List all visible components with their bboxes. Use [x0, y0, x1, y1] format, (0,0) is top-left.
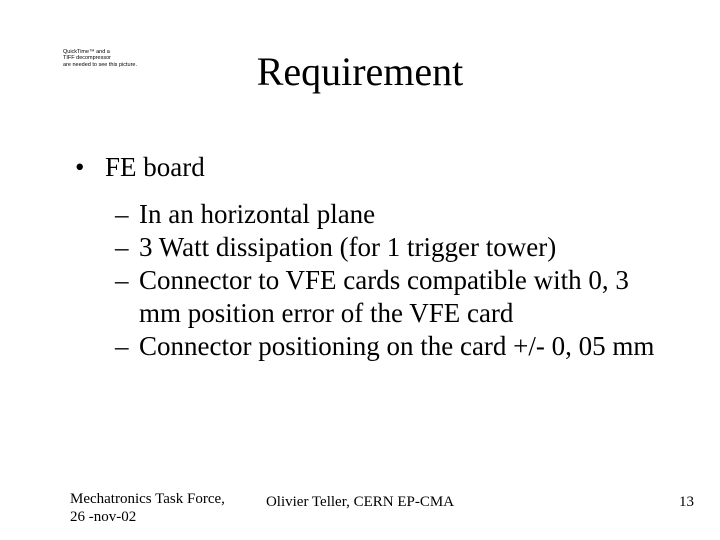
bullet-level-2: – Connector positioning on the card +/- …: [75, 330, 675, 363]
footer-page-number: 13: [679, 494, 694, 511]
dash-marker: –: [115, 198, 139, 231]
dash-marker: –: [115, 231, 139, 264]
bullet-text: Connector positioning on the card +/- 0,…: [139, 330, 654, 363]
bullet-level-2: – In an horizontal plane: [75, 198, 675, 231]
bullet-text: Connector to VFE cards compatible with 0…: [139, 264, 675, 330]
dash-marker: –: [115, 264, 139, 330]
bullet-level-2: – Connector to VFE cards compatible with…: [75, 264, 675, 330]
footer-center: Olivier Teller, CERN EP-CMA: [0, 494, 720, 511]
bullet-level-1: • FE board: [75, 151, 675, 184]
bullet-text: In an horizontal plane: [139, 198, 375, 231]
bullet-marker: •: [75, 151, 105, 184]
bullet-level-2: – 3 Watt dissipation (for 1 trigger towe…: [75, 231, 675, 264]
dash-marker: –: [115, 330, 139, 363]
slide: QuickTime™ and a TIFF decompressor are n…: [0, 0, 720, 540]
slide-content: • FE board – In an horizontal plane – 3 …: [75, 151, 675, 363]
slide-title: Requirement: [0, 48, 720, 95]
bullet-text: FE board: [105, 151, 205, 184]
bullet-text: 3 Watt dissipation (for 1 trigger tower): [139, 231, 556, 264]
